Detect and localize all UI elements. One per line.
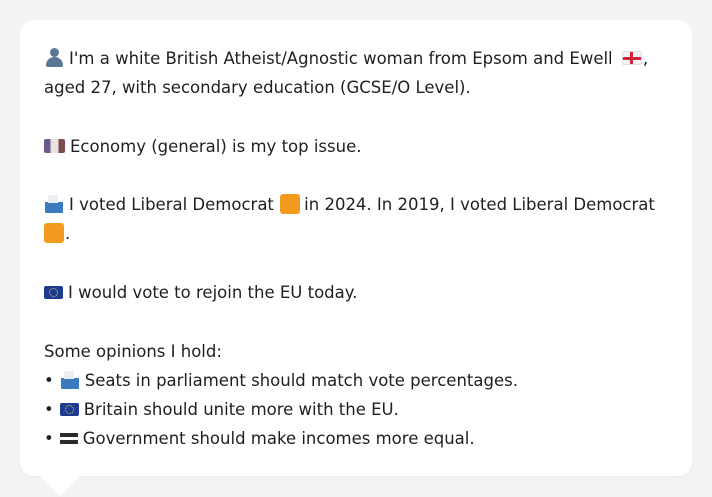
banknote-icon — [44, 139, 65, 153]
bubble-tail — [40, 476, 80, 496]
list-item: • Government should make incomes more equ… — [44, 424, 672, 453]
eu-flag-icon — [59, 403, 79, 416]
orange-square-icon — [280, 194, 301, 214]
equals-icon — [59, 431, 78, 445]
eu-stance: I would vote to rejoin the EU today. — [44, 278, 672, 307]
bullet: • — [44, 429, 54, 448]
intro-line-1: I'm a white British Atheist/Agnostic wom… — [44, 44, 672, 73]
persona-message-bubble: I'm a white British Atheist/Agnostic wom… — [20, 20, 692, 476]
opinions-heading: Some opinions I hold: — [44, 342, 222, 361]
vote-history-line-2: . — [44, 219, 672, 248]
eu-flag-icon — [44, 286, 63, 299]
ballot-box-icon — [59, 369, 80, 389]
list-item: • Seats in parliament should match vote p… — [44, 366, 672, 395]
vote-history-line-1: I voted Liberal Democrat in 2024. In 201… — [44, 190, 672, 219]
intro-line-2: aged 27, with secondary education (GCSE/… — [44, 78, 471, 97]
list-item: • Britain should unite more with the EU. — [44, 395, 672, 424]
ballot-box-icon — [44, 193, 64, 213]
bullet: • — [44, 371, 54, 390]
bullet: • — [44, 400, 54, 419]
top-issue: Economy (general) is my top issue. — [44, 132, 672, 161]
person-icon — [44, 47, 64, 67]
england-flag-icon — [621, 51, 642, 65]
orange-square-icon — [44, 223, 64, 243]
